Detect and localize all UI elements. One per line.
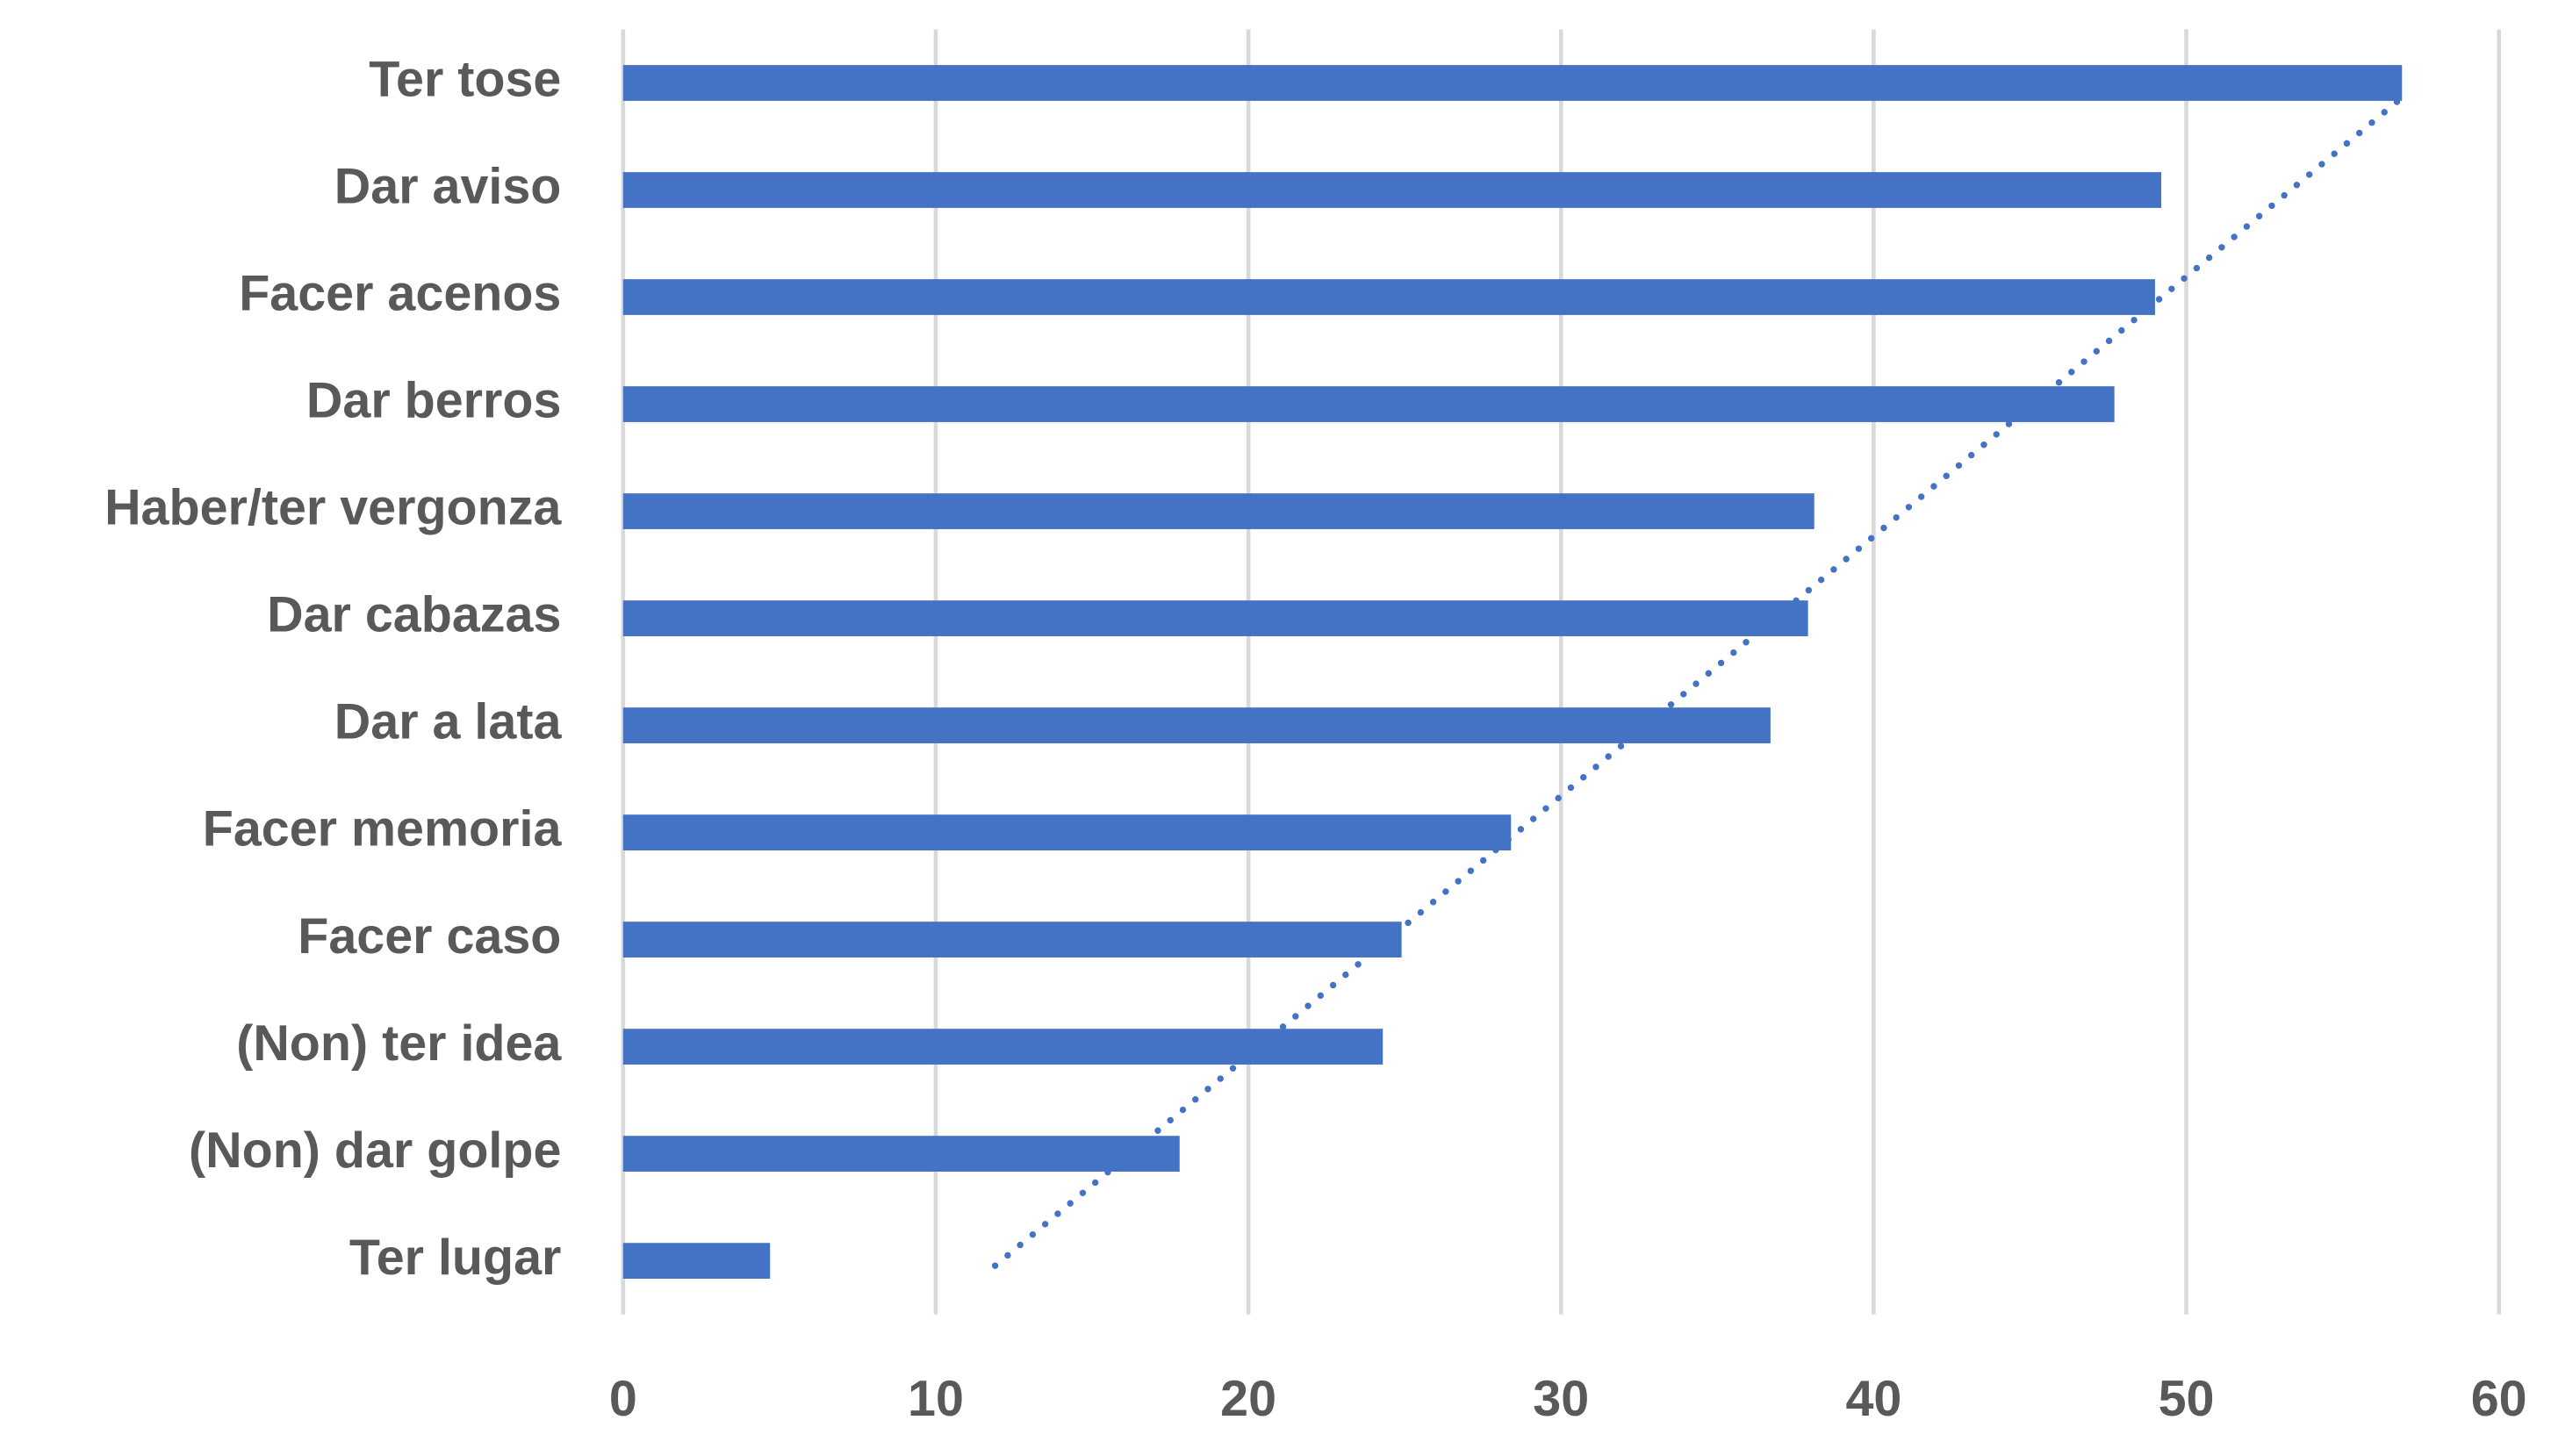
y-tick-label: Ter tose bbox=[369, 52, 561, 108]
y-tick-label: Haber/ter vergonza bbox=[104, 480, 562, 536]
bar bbox=[622, 600, 1808, 636]
y-tick-label: Facer caso bbox=[298, 908, 561, 965]
y-tick-label: Dar a lata bbox=[334, 694, 563, 750]
y-tick-label: (Non) dar golpe bbox=[189, 1122, 561, 1179]
y-tick-label: Dar cabazas bbox=[267, 587, 561, 643]
x-tick-label: 50 bbox=[2159, 1371, 2215, 1427]
y-tick-label: Facer memoria bbox=[203, 801, 563, 857]
bar bbox=[622, 814, 1512, 850]
bar bbox=[622, 493, 1814, 529]
bar bbox=[622, 279, 2155, 315]
x-tick-label: 0 bbox=[609, 1371, 637, 1427]
bar bbox=[622, 707, 1771, 743]
bar bbox=[622, 1243, 771, 1280]
bar bbox=[622, 65, 2403, 101]
x-tick-label: 60 bbox=[2471, 1371, 2527, 1427]
bar bbox=[622, 1029, 1383, 1065]
bar bbox=[622, 1136, 1180, 1172]
x-tick-label: 40 bbox=[1845, 1371, 1901, 1427]
x-tick-label: 10 bbox=[908, 1371, 964, 1427]
bar bbox=[622, 922, 1402, 958]
y-tick-label: Ter lugar bbox=[349, 1230, 562, 1286]
bar bbox=[622, 386, 2115, 422]
x-tick-label: 20 bbox=[1220, 1371, 1276, 1427]
y-tick-label: Dar aviso bbox=[334, 159, 562, 215]
trendline bbox=[991, 94, 2405, 1269]
bar bbox=[622, 172, 2162, 208]
y-tick-label: (Non) ter idea bbox=[236, 1015, 562, 1072]
y-tick-label: Dar berros bbox=[306, 373, 561, 429]
y-tick-label: Facer acenos bbox=[239, 266, 561, 322]
x-tick-label: 30 bbox=[1533, 1371, 1589, 1427]
